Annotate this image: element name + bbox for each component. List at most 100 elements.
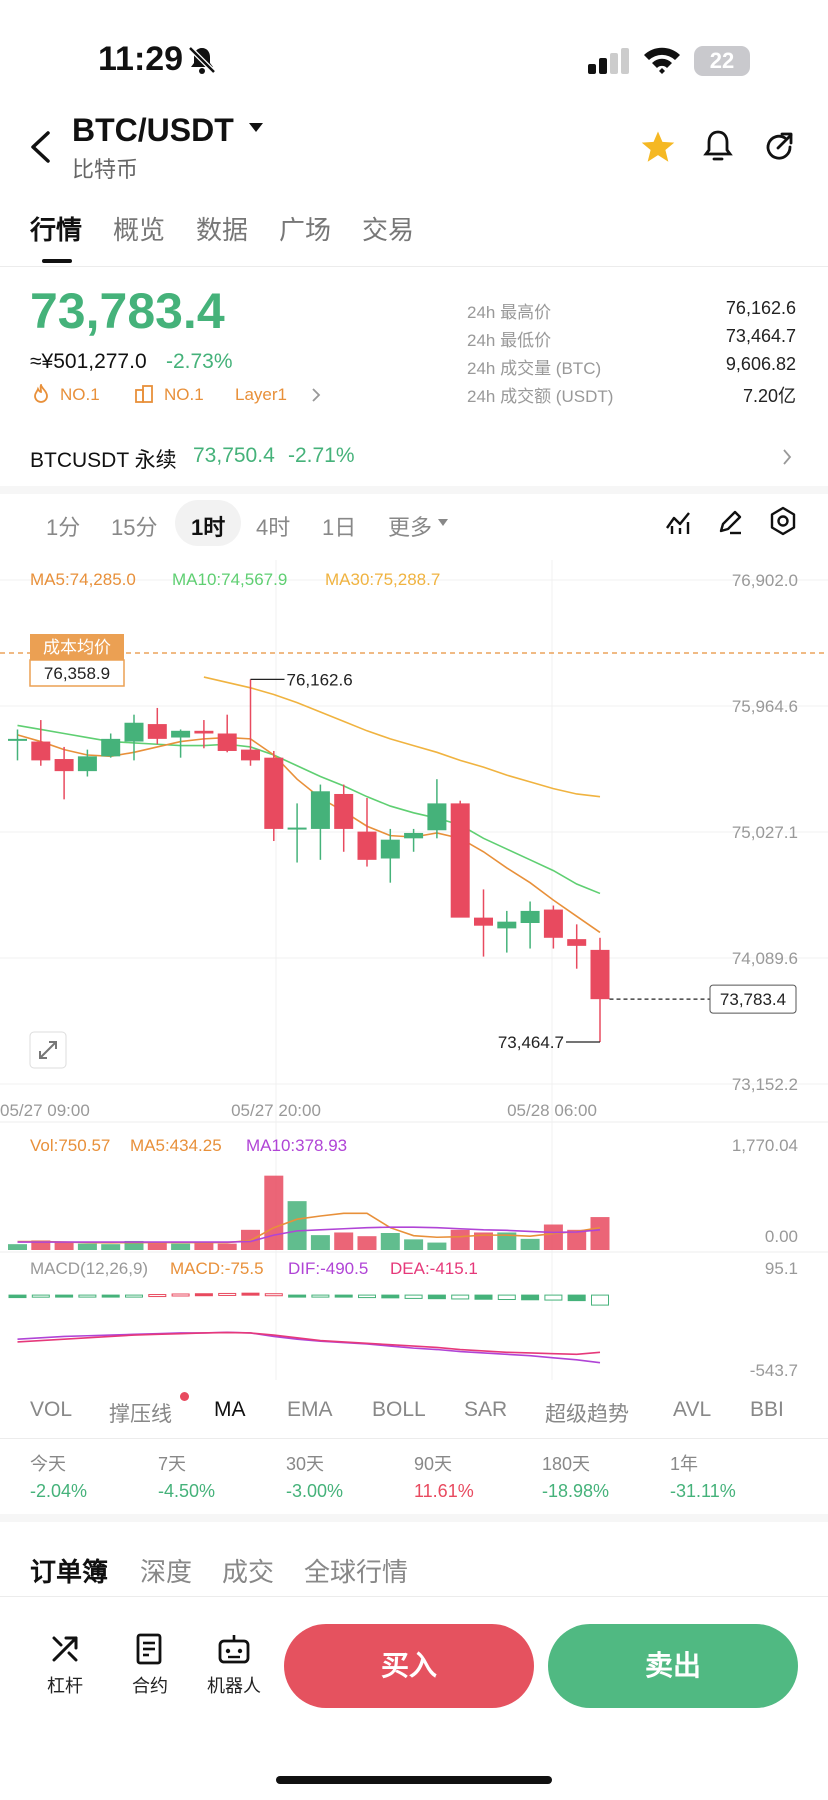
vol-ma10-legend: MA10:378.93 [246,1136,347,1155]
pair-title[interactable]: BTC/USDT [72,112,234,148]
share-refresh-icon[interactable] [762,130,796,164]
robot-icon[interactable] [216,1632,252,1666]
high-marker-label: 76,162.6 [287,670,353,689]
timeframe-4h[interactable]: 4时 [256,515,291,540]
volume-bar [380,1233,400,1250]
tab-trade[interactable]: 交易 [362,215,415,245]
volume-bar [31,1240,51,1250]
contract-label[interactable]: 合约 [132,1676,168,1696]
volume-bar [287,1201,307,1250]
candle [310,784,330,860]
macd-layer [8,1292,609,1364]
candle [287,803,307,863]
candle [171,729,191,758]
perpetual-label[interactable]: BTCUSDT 永续 [30,449,177,472]
indicator-support-resistance[interactable]: 撑压线 [109,1403,172,1426]
candle-body [101,738,121,757]
tab-orderbook[interactable]: 订单簿 [30,1557,109,1587]
indicator-ema[interactable]: EMA [287,1398,333,1421]
category-badge[interactable]: Layer1 [235,385,287,404]
indicator-boll[interactable]: BOLL [372,1398,426,1421]
more-caret-icon[interactable] [438,519,448,527]
rank-badge-hot[interactable]: NO.1 [60,385,100,404]
candle [217,714,237,753]
current-price-label: 73,783.4 [720,990,786,1009]
macd-histogram-bar [241,1292,260,1296]
macd-histogram-bar [451,1294,470,1300]
battery-indicator: 22 [694,46,750,76]
leverage-icon[interactable] [48,1632,82,1666]
macd-histogram-bar [288,1294,307,1298]
stat-high-value: 76,162.6 [725,298,796,318]
macd-axis-max: 95.1 [765,1259,798,1278]
cap-icon [135,385,153,403]
tab-global-market[interactable]: 全球行情 [304,1557,409,1587]
tab-data[interactable]: 数据 [196,215,249,245]
volume-bar [474,1232,493,1250]
candle-body [31,741,51,761]
robot-label[interactable]: 机器人 [207,1676,261,1696]
dea-legend: DEA:-415.1 [390,1259,478,1278]
candle-body [404,832,424,839]
candle [474,889,493,957]
tab-trades[interactable]: 成交 [222,1557,275,1587]
perpetual-chevron-icon[interactable] [782,448,792,466]
macd-histogram-bar [264,1293,283,1297]
volume-bar [54,1242,74,1250]
period-label: 今天 [30,1454,66,1474]
bell-icon[interactable] [702,128,734,164]
wifi-icon [644,47,680,74]
candlestick-chart[interactable]: 76,902.0 75,964.6 75,027.1 74,089.6 73,1… [0,560,828,1380]
tab-square[interactable]: 广场 [279,215,332,245]
time-axis-label: 05/28 06:00 [507,1101,597,1120]
buy-button[interactable]: 买入 [284,1624,534,1708]
tab-overview[interactable]: 概览 [113,215,166,245]
leverage-label[interactable]: 杠杆 [47,1676,83,1696]
volume-bar [427,1242,447,1250]
timeframe-1m[interactable]: 1分 [46,515,81,540]
candle [31,720,51,766]
macd-histogram-bar [125,1294,143,1298]
time-axis-label: 05/27 20:00 [231,1101,321,1120]
timeframe-15m[interactable]: 15分 [111,515,158,540]
indicator-avl[interactable]: AVL [673,1398,712,1421]
chevron-right-icon[interactable] [311,387,321,403]
candle-body [474,917,493,926]
price-axis-label: 74,089.6 [732,949,798,968]
tab-depth[interactable]: 深度 [140,1557,193,1587]
indicator-sar[interactable]: SAR [464,1398,508,1421]
tab-market[interactable]: 行情 [30,215,83,245]
caret-down-icon[interactable] [248,122,264,134]
star-icon[interactable] [640,130,676,164]
perpetual-change: -2.71% [288,444,355,467]
period-value: -4.50% [158,1481,216,1501]
candle [357,798,377,867]
cost-average-label[interactable]: 成本均价 76,358.9 [29,634,125,687]
indicator-vol[interactable]: VOL [30,1398,73,1421]
timeframe-1d[interactable]: 1日 [322,515,357,540]
current-price-box [709,984,797,1014]
macd-histogram-bar [521,1294,540,1301]
timeframe-more[interactable]: 更多 [388,515,433,540]
sell-button[interactable]: 卖出 [548,1624,798,1708]
volume-bar [497,1232,517,1250]
candle [567,924,587,969]
volume-bar [8,1244,27,1250]
back-arrow-icon[interactable] [28,130,52,164]
indicator-chart-icon[interactable] [664,508,692,536]
draw-pen-icon[interactable] [716,508,744,536]
macd-histogram-bar [567,1294,586,1302]
settings-gear-icon[interactable] [768,506,798,536]
candle-body [147,724,167,739]
indicator-supertrend[interactable]: 超级趋势 [545,1403,629,1426]
contract-icon[interactable] [134,1632,166,1666]
macd-histogram-bar [55,1294,74,1298]
macd-histogram-bar [8,1294,27,1299]
timeframe-1h[interactable]: 1时 [191,515,226,540]
rank-badge-cap[interactable]: NO.1 [164,385,204,404]
indicator-ma[interactable]: MA [214,1398,246,1421]
macd-dea-line [17,1331,601,1356]
indicator-bbi[interactable]: BBI [750,1398,784,1421]
time-axis-label: 05/27 09:00 [0,1101,90,1120]
expand-chart-button[interactable] [29,1031,67,1069]
